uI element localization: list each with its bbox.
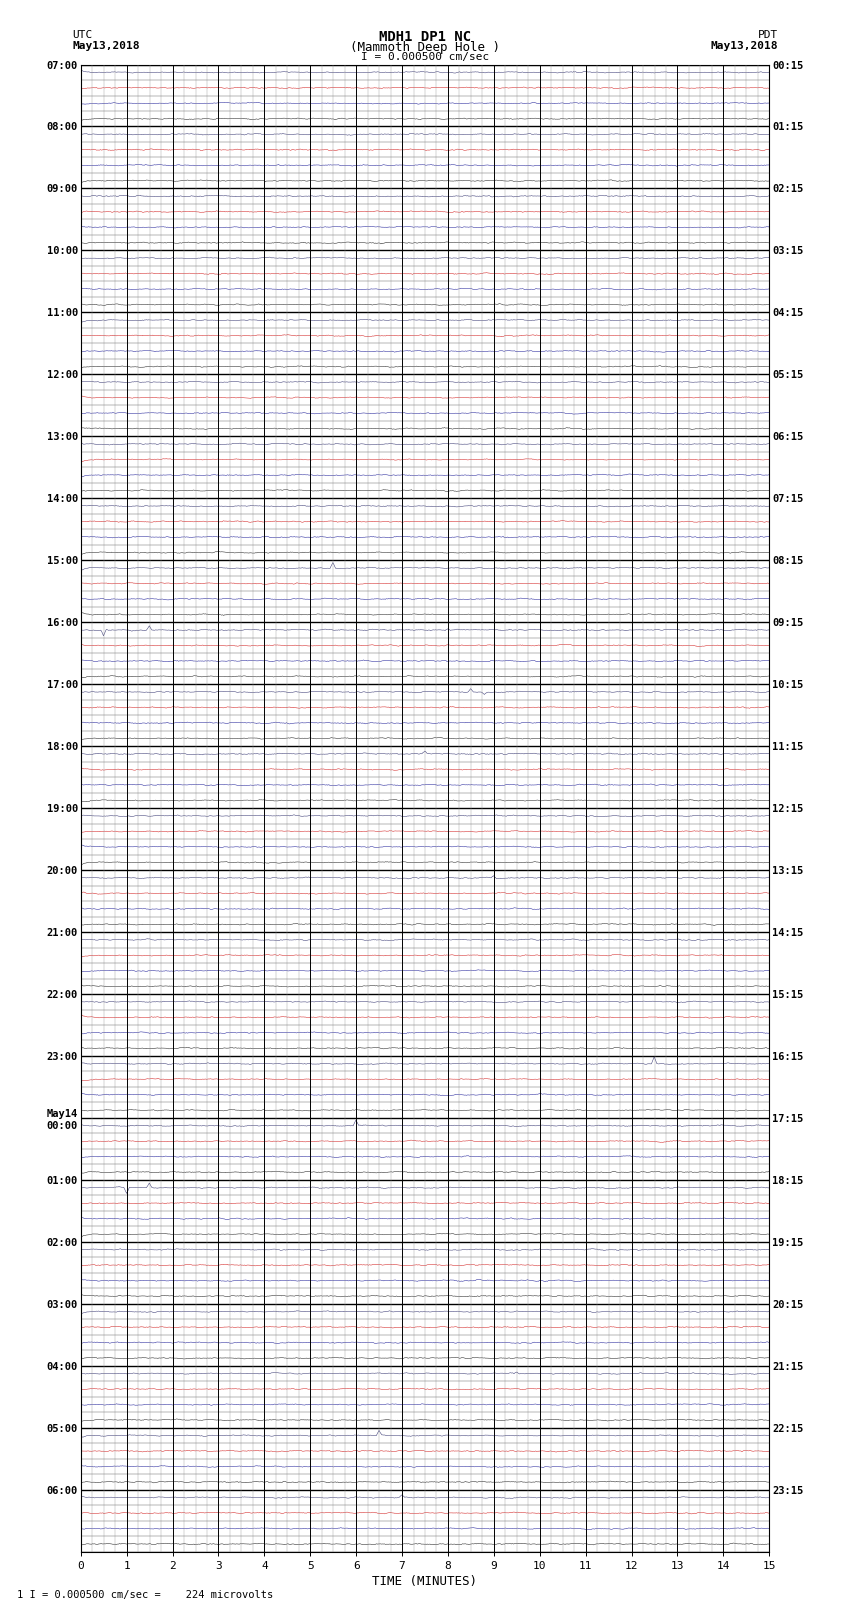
- Text: I = 0.000500 cm/sec: I = 0.000500 cm/sec: [361, 52, 489, 63]
- Text: May13,2018: May13,2018: [711, 40, 778, 52]
- Text: May13,2018: May13,2018: [72, 40, 139, 52]
- Text: 1 I = 0.000500 cm/sec =    224 microvolts: 1 I = 0.000500 cm/sec = 224 microvolts: [17, 1590, 273, 1600]
- Text: MDH1 DP1 NC: MDH1 DP1 NC: [379, 31, 471, 44]
- Text: UTC: UTC: [72, 31, 93, 40]
- X-axis label: TIME (MINUTES): TIME (MINUTES): [372, 1574, 478, 1587]
- Text: (Mammoth Deep Hole ): (Mammoth Deep Hole ): [350, 40, 500, 55]
- Text: PDT: PDT: [757, 31, 778, 40]
